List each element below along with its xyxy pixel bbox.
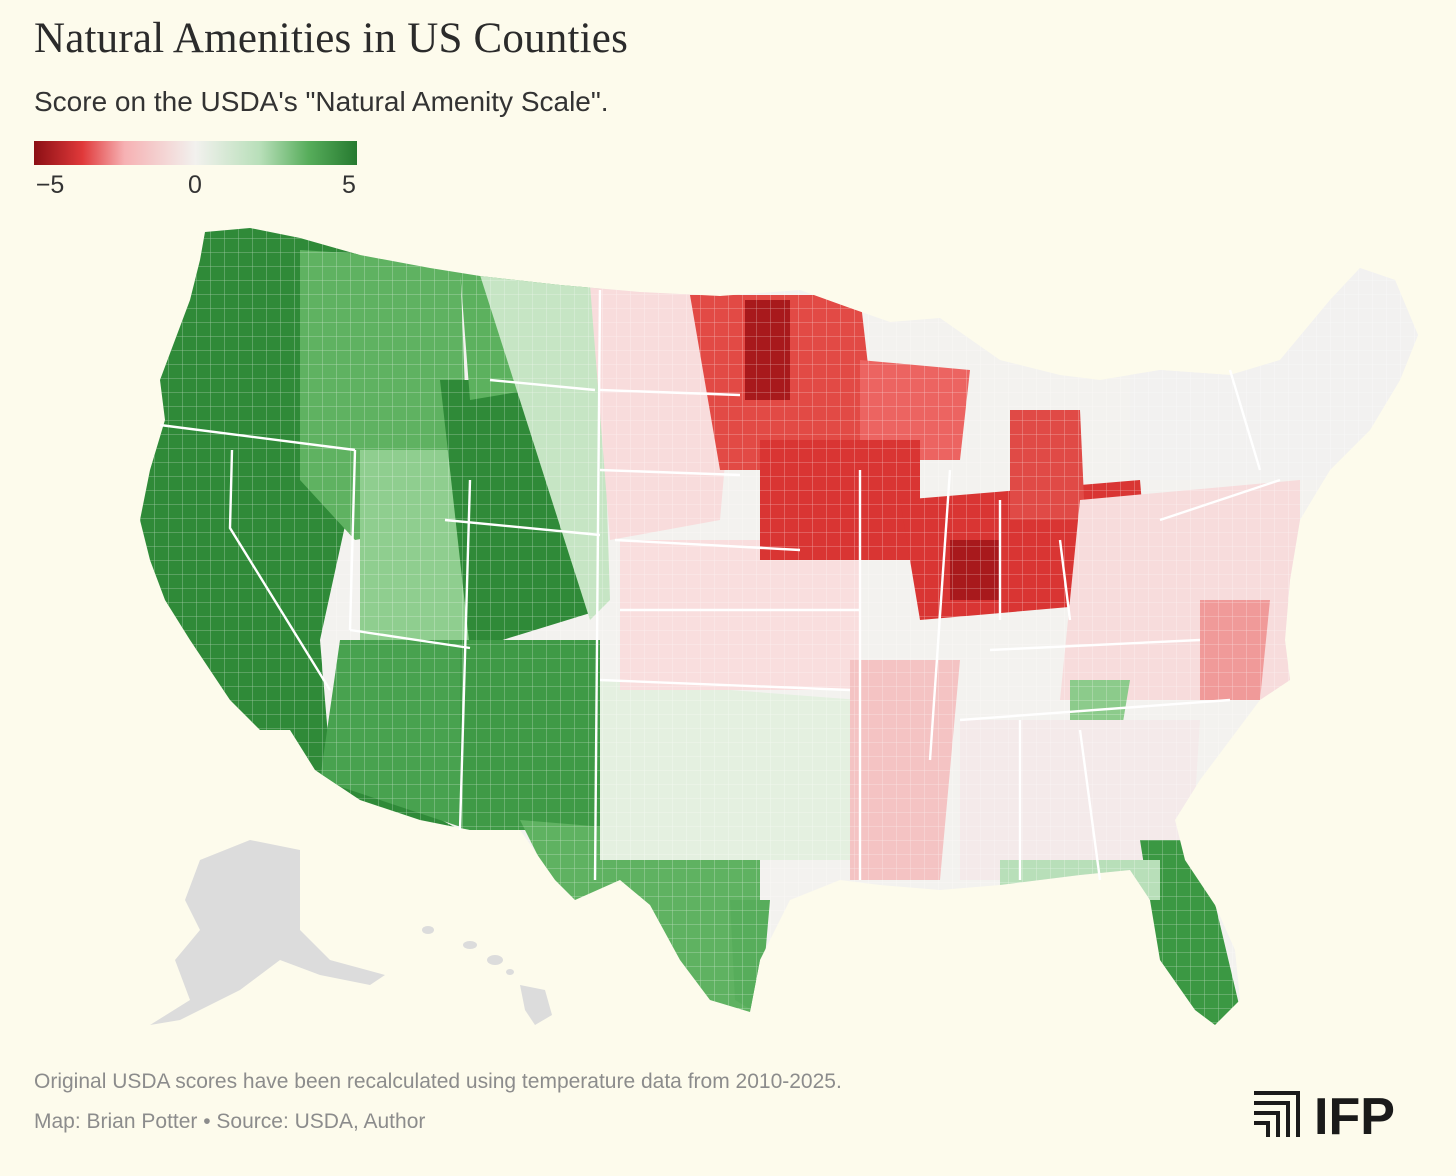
ifp-logo: IFP [1254, 1088, 1395, 1139]
legend-min-label: −5 [35, 171, 65, 199]
chart-title: Natural Amenities in US Counties [34, 15, 629, 62]
legend-mid-label: 0 [188, 171, 202, 199]
ifp-logo-mark-icon [1254, 1091, 1300, 1137]
alaska-no-data [150, 840, 385, 1025]
chart-subtitle: Score on the USDA's "Natural Amenity Sca… [34, 86, 609, 117]
legend-gradient-bar [34, 141, 357, 165]
logo-wordmark: IFP [1314, 1088, 1395, 1139]
legend-max-label: 5 [342, 171, 356, 199]
state-borders [159, 289, 1281, 881]
county-fills [140, 228, 1418, 1025]
hawaii-no-data [422, 926, 552, 1025]
color-legend: −5 0 5 [34, 141, 358, 201]
credit-line: Map: Brian Potter • Source: USDA, Author [34, 1110, 426, 1133]
footnote: Original USDA scores have been recalcula… [34, 1070, 842, 1093]
us-county-choropleth-map [140, 228, 1418, 1025]
